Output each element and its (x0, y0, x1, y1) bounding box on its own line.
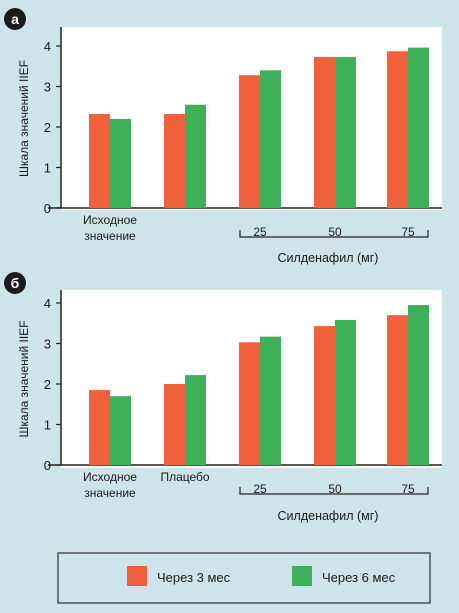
legend-label-6mo: Через 6 мес (322, 570, 396, 585)
panel-label: б (11, 275, 20, 291)
legend-box (57, 552, 431, 604)
x-tick-label: значение (84, 486, 136, 500)
bar-6mo (185, 104, 206, 208)
panel-label: а (11, 11, 19, 27)
x-tick-label: Исходное (83, 213, 137, 227)
bar-3mo (314, 326, 335, 465)
y-tick-label: 2 (44, 120, 51, 135)
y-tick-label: 0 (44, 201, 51, 216)
y-tick-label: 3 (44, 337, 51, 352)
panel-badge (4, 272, 26, 294)
x-tick-label: 50 (328, 225, 342, 239)
bar-3mo (239, 75, 260, 208)
panel-badge (4, 8, 26, 30)
bar-6mo (260, 336, 281, 465)
y-axis-label: Шкала значений IIEF (17, 60, 31, 177)
bar-6mo (260, 70, 281, 208)
y-tick-label: 1 (44, 418, 51, 433)
x-tick-label: 50 (328, 482, 342, 496)
group-label: Силденафил (мг) (278, 509, 379, 523)
bar-3mo (387, 51, 408, 208)
bar-6mo (408, 47, 429, 209)
x-tick-label: значение (84, 229, 136, 243)
legend-swatch-3mo (127, 566, 147, 586)
bar-6mo (110, 118, 131, 208)
bar-6mo (335, 320, 356, 465)
x-tick-label: 75 (401, 225, 415, 239)
legend-label-3mo: Через 3 мес (157, 570, 231, 585)
legend-swatch-6mo (292, 566, 312, 586)
bar-3mo (239, 342, 260, 465)
bar-3mo (89, 390, 110, 465)
group-label: Силденафил (мг) (278, 251, 379, 265)
bar-3mo (164, 384, 185, 465)
x-tick-label: Плацебо (160, 470, 209, 484)
bar-6mo (408, 305, 429, 465)
bar-3mo (314, 56, 335, 209)
chart-panel-2: б 0 1 2 3 4 Шкала значений IIEF Исходное значени… (4, 272, 442, 523)
bar-3mo (387, 315, 408, 465)
bar-6mo (110, 396, 131, 465)
group-bracket (239, 487, 429, 495)
y-tick-label: 4 (44, 296, 51, 311)
bar-6mo (335, 56, 356, 209)
y-axis-label: Шкала значений IIEF (17, 320, 31, 437)
y-tick-label: 0 (44, 458, 51, 473)
bar-3mo (164, 114, 185, 208)
x-tick-label: 75 (401, 482, 415, 496)
x-tick-label: 25 (253, 482, 267, 496)
chart-panel-1: а 0 1 2 3 4 Шкала значений IIEF Исходное значени… (4, 8, 442, 265)
y-tick-label: 4 (44, 39, 51, 54)
x-tick-label: 25 (253, 225, 267, 239)
y-tick-label: 1 (44, 161, 51, 176)
x-tick-label: Исходное (83, 470, 137, 484)
bar-3mo (89, 114, 110, 208)
legend: Через 3 мес Через 6 мес (57, 552, 431, 604)
bar-6mo (185, 375, 206, 465)
group-bracket (239, 230, 429, 238)
y-tick-label: 3 (44, 80, 51, 95)
y-tick-label: 2 (44, 377, 51, 392)
